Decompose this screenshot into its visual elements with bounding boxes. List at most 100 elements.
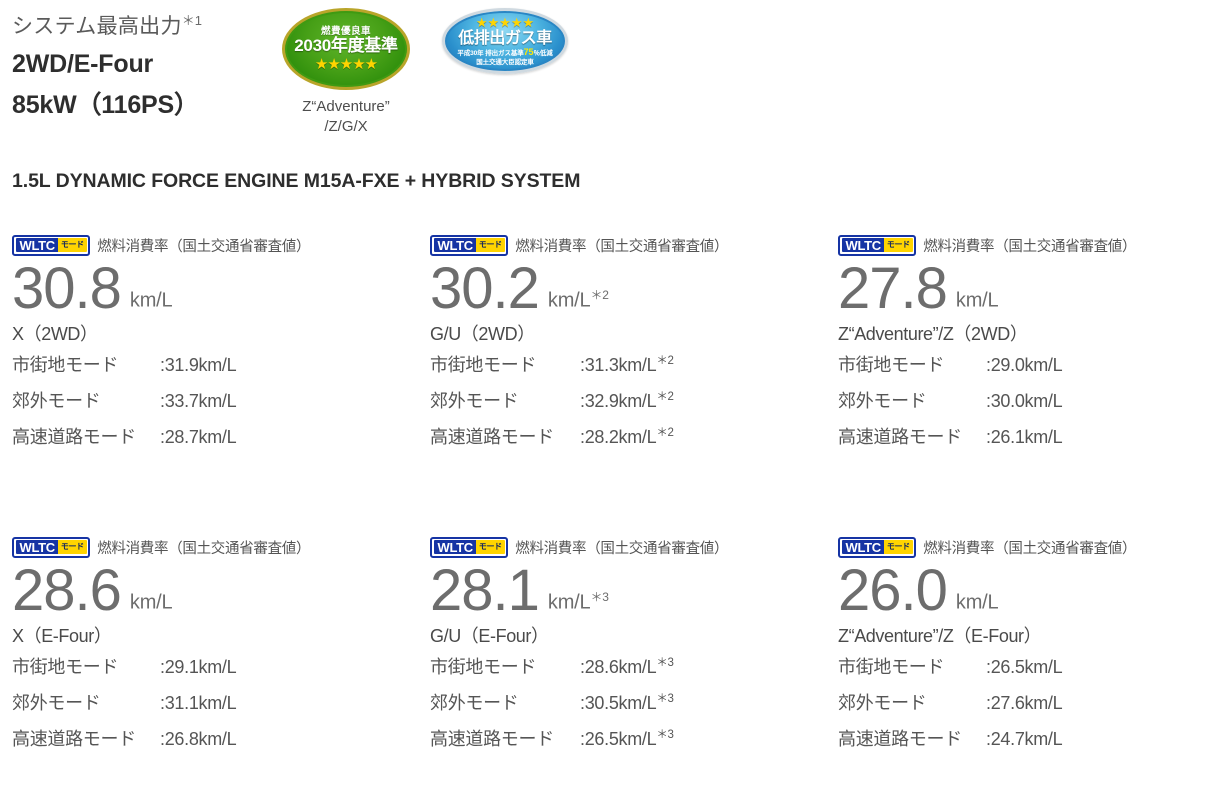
wltc-mode-icon: WLTC モード — [430, 536, 509, 558]
fuel-economy-row: WLTC モード 燃料消費率（国土交通省審査値） 30.8 km/L X（2WD… — [0, 232, 1216, 464]
wltc-mark-sub: モード — [57, 540, 87, 554]
fuel-economy-unit: km/L — [130, 590, 173, 615]
unit-text: km/L — [547, 592, 591, 614]
wltc-caption: 燃料消費率（国土交通省審査値） — [515, 540, 729, 557]
mode-value-suburban: :32.9km/L＊2 — [580, 391, 674, 410]
mode-label-suburban: 郊外モード — [838, 391, 927, 411]
mode-value-highway-text: :26.5km/L — [580, 729, 657, 749]
wltc-mode-icon: WLTC モード — [12, 536, 91, 558]
mode-detail-row-urban: 市街地モード :29.0km/L — [838, 356, 1216, 374]
mode-value-highway: :26.1km/L — [986, 427, 1063, 447]
mode-label-urban: 市街地モード — [12, 355, 119, 375]
mode-detail-row-highway: 高速道路モード :24.7km/L — [838, 730, 1216, 748]
value-row: 28.6 km/L — [12, 562, 420, 624]
mode-label-urban: 市街地モード — [430, 657, 537, 677]
wltc-mode-icon: WLTC モード — [430, 234, 509, 256]
mode-details: 市街地モード :29.1km/L 郊外モード :31.1km/L 高速道路モード… — [12, 658, 420, 748]
wltc-mark-sub: モード — [57, 238, 87, 252]
mode-label-highway: 高速道路モード — [430, 427, 554, 447]
value-row: 26.0 km/L — [838, 562, 1216, 624]
mode-value-highway: :28.2km/L＊2 — [580, 427, 674, 446]
fuel-economy-value: 30.2 — [430, 256, 540, 321]
mode-value-urban-text: :31.3km/L — [580, 355, 657, 375]
wltc-mark-sub: モード — [883, 540, 913, 554]
mode-label-urban: 市街地モード — [12, 657, 119, 677]
mode-detail-row-urban: 市街地モード :31.9km/L — [12, 356, 420, 374]
fuel-efficiency-badge-icon: 燃費優良車 2030年度基準 ★★★★★ — [282, 8, 410, 90]
wltc-mark-main: WLTC — [15, 238, 58, 252]
mode-label-urban: 市街地モード — [838, 355, 945, 375]
mode-details: 市街地モード :28.6km/L＊3 郊外モード :30.5km/L＊3 高速道… — [430, 657, 830, 749]
mode-value-suburban: :27.6km/L — [986, 694, 1063, 712]
grade-variant-label: X（2WD） — [12, 324, 98, 344]
engine-heading: 1.5L DYNAMIC FORCE ENGINE M15A-FXE + HYB… — [12, 170, 581, 192]
wltc-caption: 燃料消費率（国土交通省審査値） — [923, 540, 1137, 557]
system-power-label-text: システム最高出力 — [12, 15, 182, 38]
wltc-mode-icon: WLTC モード — [12, 234, 91, 256]
mode-value-suburban-text: :30.5km/L — [580, 693, 657, 713]
mode-detail-row-urban: 市街地モード :31.3km/L＊2 — [430, 355, 830, 375]
wltc-line: WLTC モード 燃料消費率（国土交通省審査値） — [430, 534, 830, 560]
eco-badges: 燃費優良車 2030年度基準 ★★★★★ Z“Adventure” /Z/G/X… — [282, 8, 568, 138]
unit-footnote-marker: ＊3 — [590, 590, 609, 605]
wltc-mark-main: WLTC — [841, 540, 884, 554]
mode-label-urban: 市街地モード — [838, 657, 945, 677]
green-badge-caption-line1: Z“Adventure” — [302, 98, 390, 115]
wltc-mode-icon: WLTC モード — [838, 536, 917, 558]
grade-variant-label: G/U（2WD） — [430, 324, 535, 344]
wltc-caption: 燃料消費率（国土交通省審査値） — [515, 238, 729, 255]
mode-value-urban-text: :29.1km/L — [160, 657, 237, 677]
mode-value-suburban-text: :33.7km/L — [160, 391, 237, 411]
mode-detail-row-highway: 高速道路モード :26.1km/L — [838, 428, 1216, 446]
blue-badge-column: ★★★★★ 低排出ガス車 平成30年 排出ガス基準75％低減 国土交通大臣認定車 — [442, 8, 568, 74]
grade-variant-label: X（E-Four） — [12, 626, 112, 646]
mode-details: 市街地モード :29.0km/L 郊外モード :30.0km/L 高速道路モード… — [838, 356, 1216, 446]
mode-label-highway: 高速道路モード — [12, 427, 136, 447]
mode-value-urban-text: :28.6km/L — [580, 657, 657, 677]
mode-label-urban: 市街地モード — [430, 355, 537, 375]
wltc-line: WLTC モード 燃料消費率（国土交通省審査値） — [12, 534, 420, 560]
fuel-economy-value: 27.8 — [838, 256, 948, 321]
wltc-line: WLTC モード 燃料消費率（国土交通省審査値） — [838, 232, 1216, 258]
wltc-line: WLTC モード 燃料消費率（国土交通省審査値） — [12, 232, 420, 258]
mode-label-highway: 高速道路モード — [430, 729, 554, 749]
fuel-economy-grid: WLTC モード 燃料消費率（国土交通省審査値） 30.8 km/L X（2WD… — [0, 232, 1216, 766]
mode-value-urban: :29.1km/L — [160, 657, 237, 677]
green-badge-caption-line2: /Z/G/X — [324, 118, 368, 136]
blue-badge-sub-text: 平成30年 排出ガス基準75％低減 — [457, 47, 552, 58]
mode-value-highway-text: :26.1km/L — [986, 427, 1063, 447]
mode-detail-row-urban: 市街地モード :28.6km/L＊3 — [430, 657, 830, 677]
mode-value-urban: :29.0km/L — [986, 355, 1063, 375]
mode-value-suburban-text: :30.0km/L — [986, 391, 1063, 411]
footnote-marker-1: ＊1 — [181, 13, 203, 28]
blue-badge-stars-icon: ★★★★★ — [475, 14, 535, 30]
fuel-economy-unit: km/L＊3 — [548, 588, 609, 615]
wltc-mark-main: WLTC — [433, 238, 476, 252]
unit-text: km/L — [129, 592, 173, 614]
mode-value-highway-footnote: ＊3 — [656, 729, 674, 741]
mode-detail-row-suburban: 郊外モード :32.9km/L＊2 — [430, 391, 830, 410]
unit-footnote-marker: ＊2 — [590, 288, 609, 303]
mode-detail-row-urban: 市街地モード :29.1km/L — [12, 658, 420, 676]
mode-details: 市街地モード :31.9km/L 郊外モード :33.7km/L 高速道路モード… — [12, 356, 420, 446]
blue-badge-sub-percent: 75 — [523, 47, 534, 58]
wltc-mark-main: WLTC — [433, 540, 476, 554]
fuel-economy-unit: km/L — [956, 590, 999, 615]
value-row: 30.8 km/L — [12, 260, 420, 322]
fuel-economy-block: WLTC モード 燃料消費率（国土交通省審査値） 28.6 km/L X（E-F… — [0, 534, 420, 766]
mode-value-urban-text: :31.9km/L — [160, 355, 237, 375]
wltc-line: WLTC モード 燃料消費率（国土交通省審査値） — [838, 534, 1216, 560]
green-badge-column: 燃費優良車 2030年度基準 ★★★★★ Z“Adventure” /Z/G/X — [282, 8, 410, 138]
mode-value-urban-text: :29.0km/L — [986, 355, 1063, 375]
mode-detail-row-suburban: 郊外モード :30.0km/L — [838, 392, 1216, 410]
mode-details: 市街地モード :31.3km/L＊2 郊外モード :32.9km/L＊2 高速道… — [430, 355, 830, 447]
mode-value-urban: :31.3km/L＊2 — [580, 355, 674, 375]
mode-detail-row-highway: 高速道路モード :28.7km/L — [12, 428, 420, 446]
power-output-line: 85kW（116PS） — [12, 91, 199, 119]
blue-badge-main-text: 低排出ガス車 — [458, 29, 552, 47]
fuel-economy-value: 26.0 — [838, 558, 948, 623]
system-power-label: システム最高出力＊1 — [12, 10, 202, 40]
mode-value-highway: :24.7km/L — [986, 730, 1063, 748]
mode-label-suburban: 郊外モード — [12, 693, 101, 713]
grade-variant-label: G/U（E-Four） — [430, 626, 549, 646]
